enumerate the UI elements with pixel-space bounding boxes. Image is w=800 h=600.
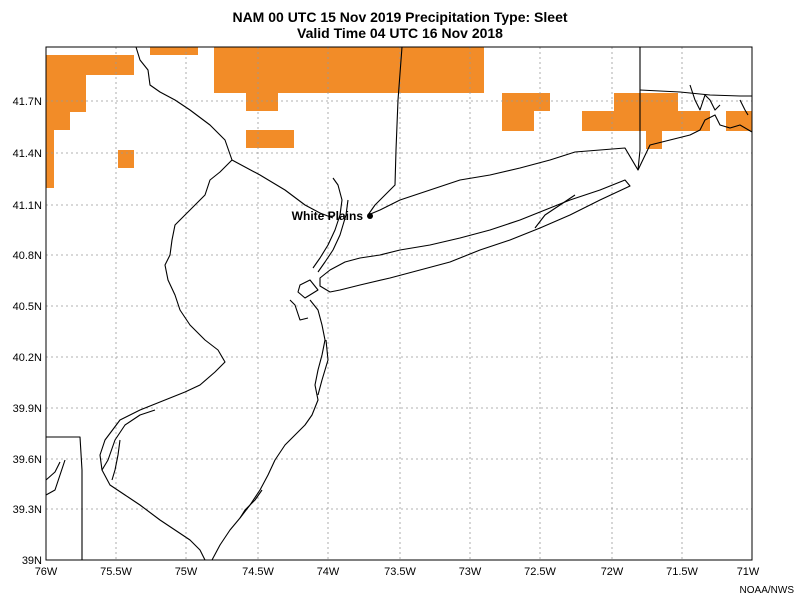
lat-label: 39.6N <box>13 454 42 466</box>
lon-label: 71W <box>737 566 760 578</box>
lat-label: 40.5N <box>13 301 42 313</box>
chart-title: NAM 00 UTC 15 Nov 2019 Precipitation Typ… <box>232 9 568 25</box>
lon-label: 73.5W <box>384 566 416 578</box>
lon-label: 75.5W <box>100 566 132 578</box>
lat-label: 41.1N <box>13 200 42 212</box>
chart-subtitle: Valid Time 04 UTC 16 Nov 2018 <box>297 25 503 41</box>
lon-axis: 76W 75.5W 75W 74.5W 74W 73.5W 73W 72.5W … <box>35 566 760 578</box>
lon-label: 76W <box>35 566 58 578</box>
lat-label: 40.8N <box>13 250 42 262</box>
lat-label: 41.7N <box>13 96 42 108</box>
lon-label: 74W <box>317 566 340 578</box>
white-plains-marker <box>367 213 373 219</box>
lon-label: 72.5W <box>524 566 556 578</box>
lon-label: 72W <box>601 566 624 578</box>
lat-label: 39.3N <box>13 504 42 516</box>
lat-label: 41.4N <box>13 148 42 160</box>
map-frame <box>45 46 753 561</box>
lat-lon-grid <box>46 47 752 560</box>
credit-label: NOAA/NWS <box>739 585 794 596</box>
lat-label: 39N <box>22 555 42 567</box>
lat-label: 39.9N <box>13 403 42 415</box>
lon-label: 75W <box>175 566 198 578</box>
lat-axis: 41.7N 41.4N 41.1N 40.8N 40.5N 40.2N 39.9… <box>13 96 42 567</box>
lon-label: 74.5W <box>242 566 274 578</box>
lat-label: 40.2N <box>13 352 42 364</box>
lon-label: 73W <box>459 566 482 578</box>
coastlines-and-borders <box>45 46 753 561</box>
sleet-areas <box>46 47 752 188</box>
city-label: White Plains <box>292 209 364 223</box>
lon-label: 71.5W <box>666 566 698 578</box>
